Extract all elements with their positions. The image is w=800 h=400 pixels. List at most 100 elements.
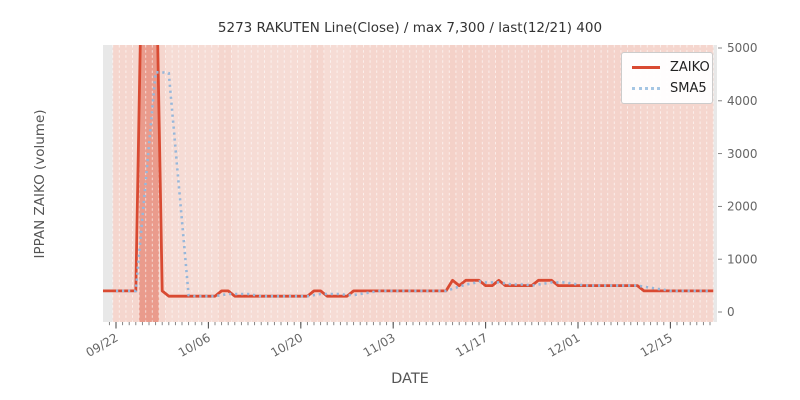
day-band: [257, 45, 265, 322]
day-band: [574, 45, 582, 322]
day-band: [343, 45, 351, 322]
axis-ticks-layer: 09/22 10/06 10/20 11/03 11/17 12/01 12/15 0 1000…: [84, 41, 758, 360]
day-band: [614, 45, 622, 322]
day-band: [119, 45, 127, 322]
sma5-line-sample-icon: [632, 87, 660, 90]
day-band: [673, 45, 681, 322]
day-band: [462, 45, 470, 322]
day-band: [112, 45, 120, 322]
day-band: [515, 45, 523, 322]
day-band: [271, 45, 278, 322]
day-band: [185, 45, 193, 322]
day-band: [244, 45, 252, 322]
x-tick-label: 12/15: [638, 330, 675, 359]
day-band: [548, 45, 556, 322]
day-band: [178, 45, 186, 322]
day-band: [528, 45, 536, 322]
day-band: [469, 45, 476, 322]
day-band: [554, 45, 562, 322]
day-band: [376, 45, 384, 322]
day-band: [634, 45, 641, 322]
day-band: [488, 45, 496, 322]
day-band: [304, 45, 311, 322]
legend: ZAIKO SMA5: [621, 52, 713, 104]
day-band: [191, 45, 199, 322]
day-band: [337, 45, 344, 322]
day-band: [277, 45, 285, 322]
y-tick-label: 4000: [727, 94, 758, 108]
day-band: [429, 45, 437, 322]
day-band: [442, 45, 450, 322]
day-band: [264, 45, 272, 322]
day-band: [706, 45, 714, 322]
day-band: [290, 45, 298, 322]
day-band: [482, 45, 490, 322]
day-band: [653, 45, 661, 322]
day-band: [627, 45, 635, 322]
day-band: [647, 45, 655, 322]
day-band: [132, 45, 140, 322]
day-band: [620, 45, 628, 322]
day-band: [640, 45, 648, 322]
day-band: [139, 45, 146, 322]
day-band: [363, 45, 371, 322]
x-tick-label: 09/22: [84, 330, 121, 359]
sma5-line: [116, 71, 710, 298]
day-band: [158, 45, 166, 322]
day-band: [561, 45, 569, 322]
day-band: [409, 45, 417, 322]
x-axis-label: DATE: [391, 371, 429, 387]
day-band: [211, 45, 219, 322]
day-band: [436, 45, 443, 322]
legend-label: SMA5: [670, 81, 707, 96]
day-band: [686, 45, 694, 322]
day-band: [356, 45, 364, 322]
day-band: [317, 45, 325, 322]
day-band: [145, 45, 153, 322]
day-band: [700, 45, 707, 322]
day-band: [568, 45, 575, 322]
x-tick-label: 11/17: [453, 330, 490, 359]
day-band: [521, 45, 529, 322]
day-band: [231, 45, 239, 322]
day-band: [422, 45, 430, 322]
day-band: [535, 45, 542, 322]
day-band: [152, 45, 160, 322]
day-band: [310, 45, 318, 322]
y-tick-label: 3000: [727, 147, 758, 161]
legend-item-sma5: SMA5: [632, 82, 707, 95]
day-band: [680, 45, 688, 322]
day-band: [251, 45, 259, 322]
day-band: [350, 45, 358, 322]
day-bands-layer: [112, 45, 714, 322]
x-tick-label: 10/06: [176, 330, 213, 359]
day-band: [330, 45, 338, 322]
legend-label: ZAIKO: [670, 60, 710, 75]
day-band: [449, 45, 457, 322]
day-band: [125, 45, 133, 322]
x-tick-label: 12/01: [546, 330, 583, 359]
day-band: [660, 45, 668, 322]
day-band: [693, 45, 701, 322]
day-band: [389, 45, 397, 322]
legend-item-zaiko: ZAIKO: [632, 61, 710, 74]
day-band: [587, 45, 595, 322]
day-band: [218, 45, 226, 322]
day-band: [594, 45, 602, 322]
y-tick-label: 5000: [727, 41, 758, 55]
day-band: [224, 45, 232, 322]
x-tick-label: 11/03: [361, 330, 398, 359]
day-band: [198, 45, 206, 322]
day-band: [416, 45, 424, 322]
series-lines-layer: [103, 45, 714, 298]
day-band: [541, 45, 549, 322]
y-axis-label: IPPAN ZAIKO (volume): [32, 109, 48, 258]
day-band: [667, 45, 674, 322]
y-tick-label: 2000: [727, 200, 758, 214]
zaiko-line-sample-icon: [632, 66, 660, 69]
zaiko-line: [103, 45, 714, 298]
day-band: [284, 45, 292, 322]
day-band: [607, 45, 615, 322]
